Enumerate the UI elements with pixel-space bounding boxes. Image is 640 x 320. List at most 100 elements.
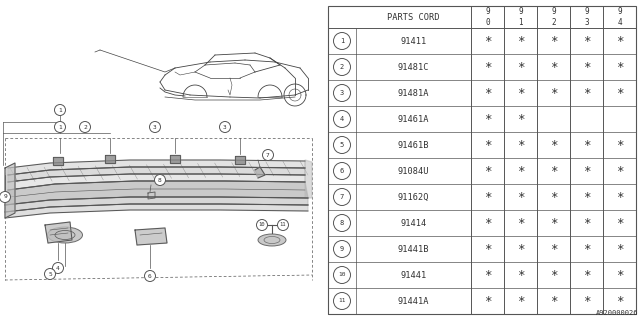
Polygon shape bbox=[8, 167, 305, 182]
Circle shape bbox=[333, 188, 351, 205]
Text: *: * bbox=[484, 217, 492, 229]
Circle shape bbox=[333, 163, 351, 180]
Circle shape bbox=[333, 137, 351, 154]
Text: *: * bbox=[616, 60, 623, 74]
Text: 91414: 91414 bbox=[401, 219, 427, 228]
Text: *: * bbox=[550, 86, 557, 100]
Circle shape bbox=[333, 241, 351, 258]
Polygon shape bbox=[105, 155, 115, 163]
Text: 91441B: 91441B bbox=[397, 244, 429, 253]
Polygon shape bbox=[8, 174, 305, 190]
Polygon shape bbox=[5, 204, 308, 218]
Text: *: * bbox=[516, 113, 524, 125]
Text: 2: 2 bbox=[340, 64, 344, 70]
Text: 8: 8 bbox=[158, 178, 162, 182]
Circle shape bbox=[150, 122, 161, 132]
Text: *: * bbox=[516, 86, 524, 100]
Text: *: * bbox=[516, 139, 524, 151]
Text: *: * bbox=[550, 164, 557, 178]
Text: *: * bbox=[616, 86, 623, 100]
Text: *: * bbox=[583, 164, 590, 178]
Text: PARTS CORD: PARTS CORD bbox=[387, 12, 440, 21]
Text: 11: 11 bbox=[339, 299, 346, 303]
Circle shape bbox=[333, 214, 351, 231]
Text: *: * bbox=[484, 190, 492, 204]
Text: 4: 4 bbox=[56, 266, 60, 270]
Text: 1: 1 bbox=[340, 38, 344, 44]
Text: *: * bbox=[484, 60, 492, 74]
Text: 3: 3 bbox=[153, 124, 157, 130]
Text: *: * bbox=[583, 190, 590, 204]
Circle shape bbox=[220, 122, 230, 132]
Text: 91441: 91441 bbox=[401, 270, 427, 279]
Text: *: * bbox=[516, 217, 524, 229]
Text: 6: 6 bbox=[340, 168, 344, 174]
Text: *: * bbox=[516, 190, 524, 204]
Text: *: * bbox=[484, 164, 492, 178]
Text: *: * bbox=[583, 294, 590, 308]
Polygon shape bbox=[5, 197, 308, 212]
Text: *: * bbox=[616, 190, 623, 204]
Text: 7: 7 bbox=[340, 194, 344, 200]
Text: *: * bbox=[550, 217, 557, 229]
Text: 9
3: 9 3 bbox=[584, 7, 589, 27]
Text: 5: 5 bbox=[340, 142, 344, 148]
Circle shape bbox=[262, 149, 273, 161]
Text: 3: 3 bbox=[340, 90, 344, 96]
Text: 9
2: 9 2 bbox=[551, 7, 556, 27]
Text: *: * bbox=[616, 217, 623, 229]
Text: *: * bbox=[516, 35, 524, 47]
Text: 91441A: 91441A bbox=[397, 297, 429, 306]
Text: *: * bbox=[583, 217, 590, 229]
Text: *: * bbox=[484, 113, 492, 125]
Text: 10: 10 bbox=[339, 273, 346, 277]
Text: *: * bbox=[550, 294, 557, 308]
Circle shape bbox=[154, 174, 166, 186]
Text: 7: 7 bbox=[266, 153, 270, 157]
Circle shape bbox=[333, 59, 351, 76]
Text: *: * bbox=[484, 139, 492, 151]
Circle shape bbox=[333, 267, 351, 284]
Text: 8: 8 bbox=[340, 220, 344, 226]
Text: *: * bbox=[583, 268, 590, 282]
Text: 91461B: 91461B bbox=[397, 140, 429, 149]
Text: *: * bbox=[484, 86, 492, 100]
Text: 10: 10 bbox=[259, 222, 265, 228]
Text: 11: 11 bbox=[280, 222, 286, 228]
Circle shape bbox=[333, 33, 351, 50]
Text: 91084U: 91084U bbox=[397, 166, 429, 175]
Polygon shape bbox=[135, 228, 167, 245]
Text: *: * bbox=[484, 268, 492, 282]
Text: 9
4: 9 4 bbox=[617, 7, 622, 27]
Text: *: * bbox=[583, 35, 590, 47]
Circle shape bbox=[54, 105, 65, 116]
Text: *: * bbox=[484, 35, 492, 47]
Text: A920000026: A920000026 bbox=[595, 310, 638, 316]
Circle shape bbox=[333, 292, 351, 309]
Circle shape bbox=[278, 220, 289, 230]
Text: *: * bbox=[616, 35, 623, 47]
Polygon shape bbox=[53, 157, 63, 165]
Polygon shape bbox=[5, 163, 15, 218]
Circle shape bbox=[333, 84, 351, 101]
Circle shape bbox=[45, 268, 56, 279]
Text: 91481A: 91481A bbox=[397, 89, 429, 98]
Polygon shape bbox=[45, 222, 72, 243]
Text: 1: 1 bbox=[58, 108, 62, 113]
Text: *: * bbox=[616, 268, 623, 282]
Ellipse shape bbox=[47, 227, 83, 243]
Text: *: * bbox=[616, 139, 623, 151]
Text: *: * bbox=[516, 243, 524, 255]
Text: 9
0: 9 0 bbox=[485, 7, 490, 27]
Circle shape bbox=[145, 270, 156, 282]
Text: *: * bbox=[616, 164, 623, 178]
Text: *: * bbox=[550, 268, 557, 282]
Text: *: * bbox=[484, 294, 492, 308]
Text: 6: 6 bbox=[148, 274, 152, 278]
Text: *: * bbox=[583, 86, 590, 100]
Text: *: * bbox=[616, 294, 623, 308]
Ellipse shape bbox=[258, 234, 286, 246]
Polygon shape bbox=[5, 181, 308, 205]
Text: *: * bbox=[516, 60, 524, 74]
Text: *: * bbox=[583, 60, 590, 74]
